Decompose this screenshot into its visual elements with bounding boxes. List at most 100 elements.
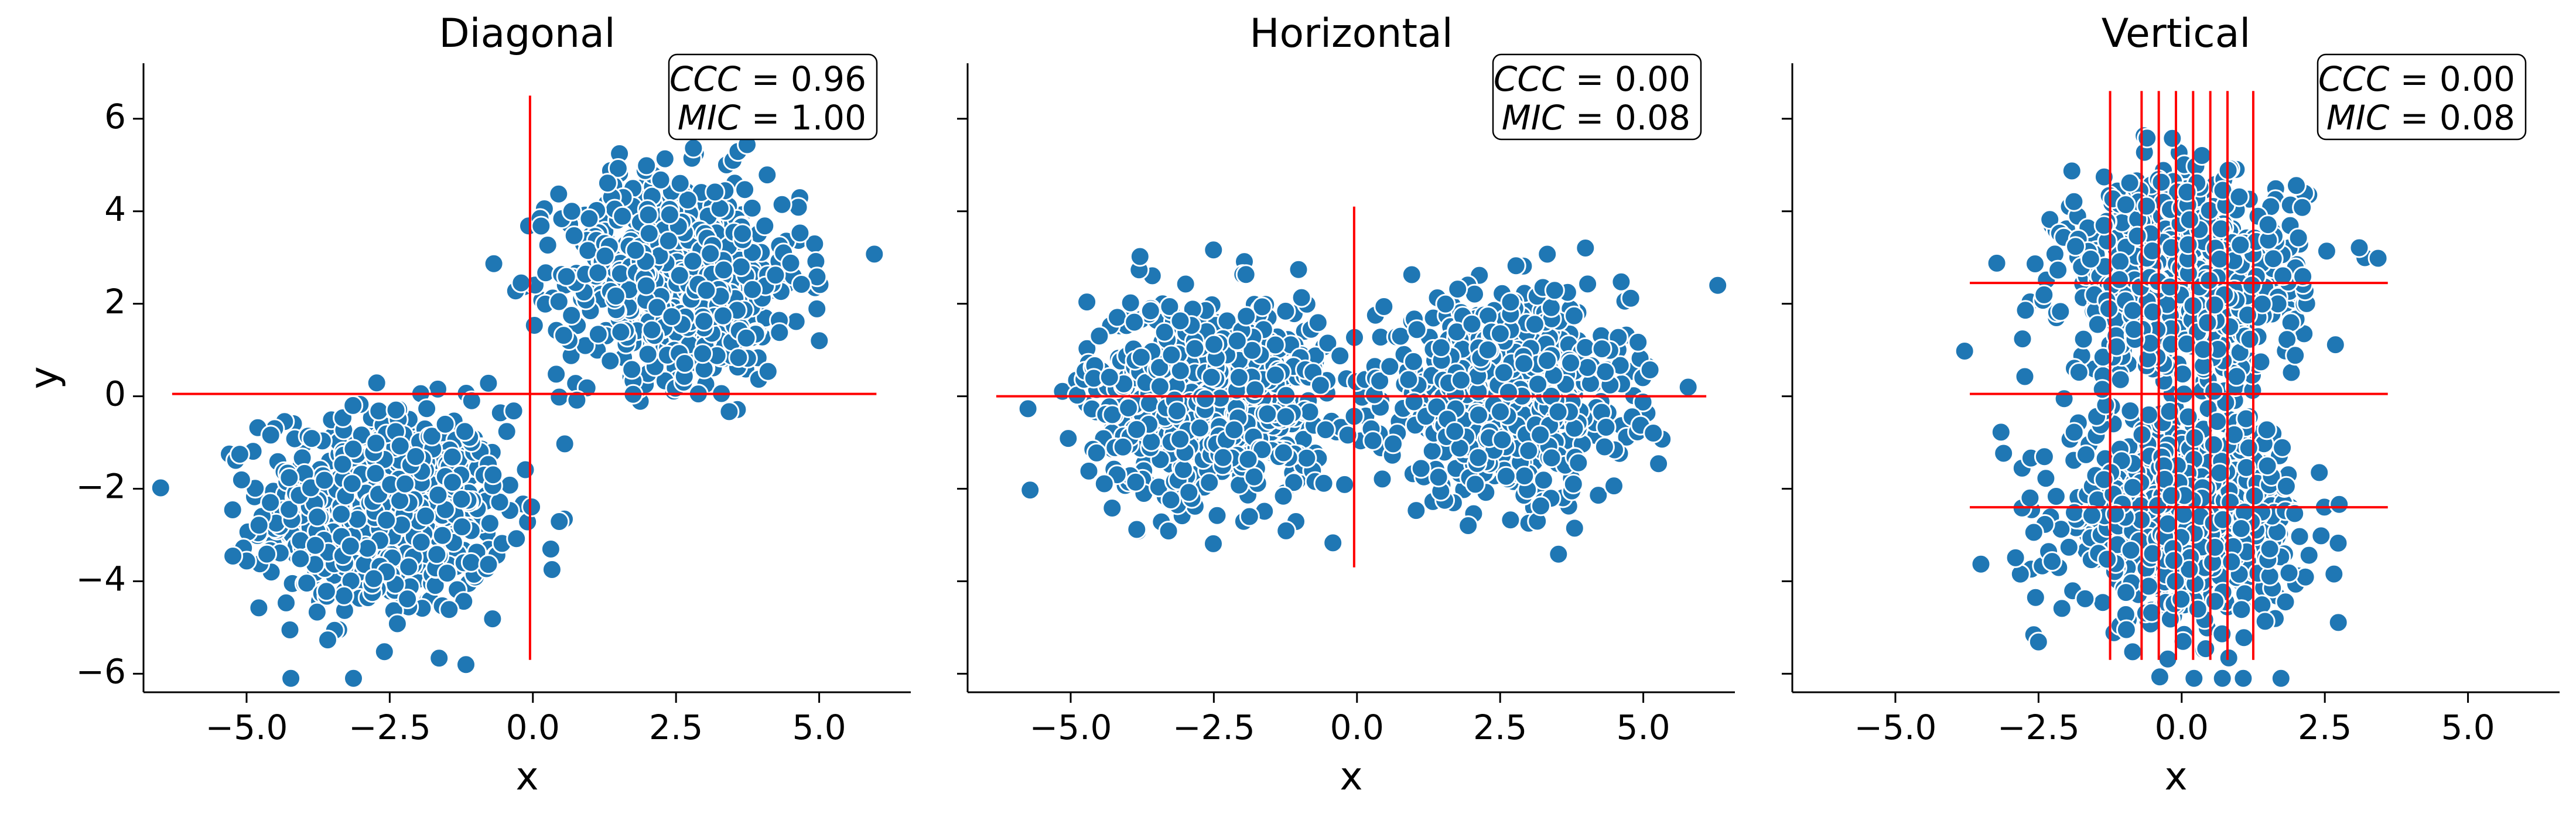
stat-mic: MIC = 0.08 (2326, 98, 2515, 138)
scatter-point (2218, 647, 2239, 668)
scatter-point (1257, 404, 1278, 425)
scatter-point (736, 327, 757, 348)
scatter-point (548, 183, 569, 204)
scatter-point (2120, 401, 2141, 421)
scatter-point (1140, 300, 1161, 322)
scatter-point (2136, 196, 2157, 217)
scatter-point (374, 641, 395, 662)
scatter-point (290, 548, 311, 569)
scatter-point (524, 315, 545, 336)
scatter-point (316, 581, 337, 602)
scatter-point (2325, 334, 2346, 355)
scatter-point (1596, 417, 1617, 437)
scatter-point (2187, 599, 2208, 620)
scatter-point (2272, 437, 2293, 458)
scatter-point (428, 484, 449, 505)
stat-ccc: CCC = 0.00 (2318, 59, 2515, 99)
scatter-point (2050, 301, 2071, 322)
scatter-point (314, 470, 335, 491)
scatter-point (1489, 323, 1511, 344)
scatter-point (1430, 337, 1451, 358)
scatter-point (2012, 329, 2033, 350)
scatter-point (669, 173, 691, 194)
scatter-point (1518, 440, 1539, 461)
scatter-point (2329, 494, 2350, 515)
scatter-point (2226, 366, 2247, 387)
scatter-point (1161, 344, 1182, 365)
scatter-point (1089, 326, 1110, 347)
scatter-point (1310, 375, 1331, 396)
scatter-point (1102, 498, 1123, 518)
scatter-point (732, 223, 753, 244)
scatter-point (637, 344, 658, 365)
scatter-point (2110, 251, 2131, 272)
scatter-point (2254, 611, 2276, 632)
scatter-point (296, 573, 317, 594)
scatter-point (531, 216, 552, 237)
scatter-point (1020, 480, 1041, 501)
scatter-point (428, 378, 448, 399)
x-tick-label: 5.0 (2441, 707, 2495, 747)
x-tick-label: −5.0 (1854, 707, 1937, 747)
scatter-point (1158, 521, 1179, 542)
scatter-point (561, 305, 582, 326)
scatter-point (2233, 627, 2254, 648)
scatter-point (456, 654, 476, 675)
x-tick-label: −2.5 (349, 707, 431, 747)
scatter-point (1086, 442, 1107, 463)
scatter-point (2080, 248, 2101, 269)
scatter-point (1017, 398, 1038, 419)
scatter-point (499, 474, 520, 495)
scatter-point (1620, 288, 1641, 309)
scatter-point (357, 538, 378, 559)
scatter-point (2075, 444, 2096, 465)
y-axis-label: y (22, 366, 67, 389)
scatter-point (700, 243, 721, 264)
scatter-point (696, 280, 717, 301)
scatter-point (654, 148, 675, 169)
scatter-point (1126, 519, 1147, 540)
x-tick-label: 0.0 (2155, 707, 2209, 747)
scatter-point (595, 245, 616, 266)
scatter-point (2191, 145, 2212, 166)
scatter-point (597, 173, 618, 194)
scatter-point (1212, 447, 1234, 468)
scatter-point (1130, 347, 1152, 368)
scatter-point (333, 585, 354, 606)
scatter-point (279, 620, 300, 640)
x-tick-label: 0.0 (1330, 707, 1384, 747)
scatter-point (2119, 172, 2140, 193)
scatter-point (2151, 172, 2172, 193)
scatter-point (2263, 248, 2284, 269)
stat-ccc: CCC = 0.00 (1494, 59, 1690, 99)
scatter-point (2178, 406, 2199, 428)
scatter-point (2025, 587, 2046, 608)
scatter-point (1323, 532, 1344, 553)
scatter-point (600, 350, 621, 371)
scatter-point (1547, 401, 1569, 422)
y-tick-label: −4 (76, 559, 127, 599)
scatter-point (1577, 357, 1598, 378)
scatter-point (1288, 259, 1309, 280)
scatter-point (365, 433, 387, 454)
scatter-point (483, 253, 504, 274)
scatter-point (1495, 466, 1516, 487)
scatter-point (1422, 440, 1443, 462)
x-tick-label: −2.5 (1173, 707, 1255, 747)
scatter-point (416, 398, 438, 419)
scatter-point (2349, 237, 2370, 258)
scatter-point (1199, 472, 1220, 493)
scatter-point (439, 599, 460, 620)
scatter-point (605, 286, 626, 306)
scatter-point (2234, 501, 2255, 522)
scatter-point (1228, 367, 1249, 388)
scatter-points (1017, 238, 1728, 565)
scatter-point (728, 347, 749, 368)
scatter-point (506, 528, 527, 549)
scatter-point (368, 401, 390, 422)
scatter-point (1313, 473, 1334, 494)
scatter-point (1195, 388, 1216, 409)
scatter-point (2275, 592, 2296, 613)
scatter-point (229, 444, 250, 465)
x-tick-label: 0.0 (506, 707, 560, 747)
